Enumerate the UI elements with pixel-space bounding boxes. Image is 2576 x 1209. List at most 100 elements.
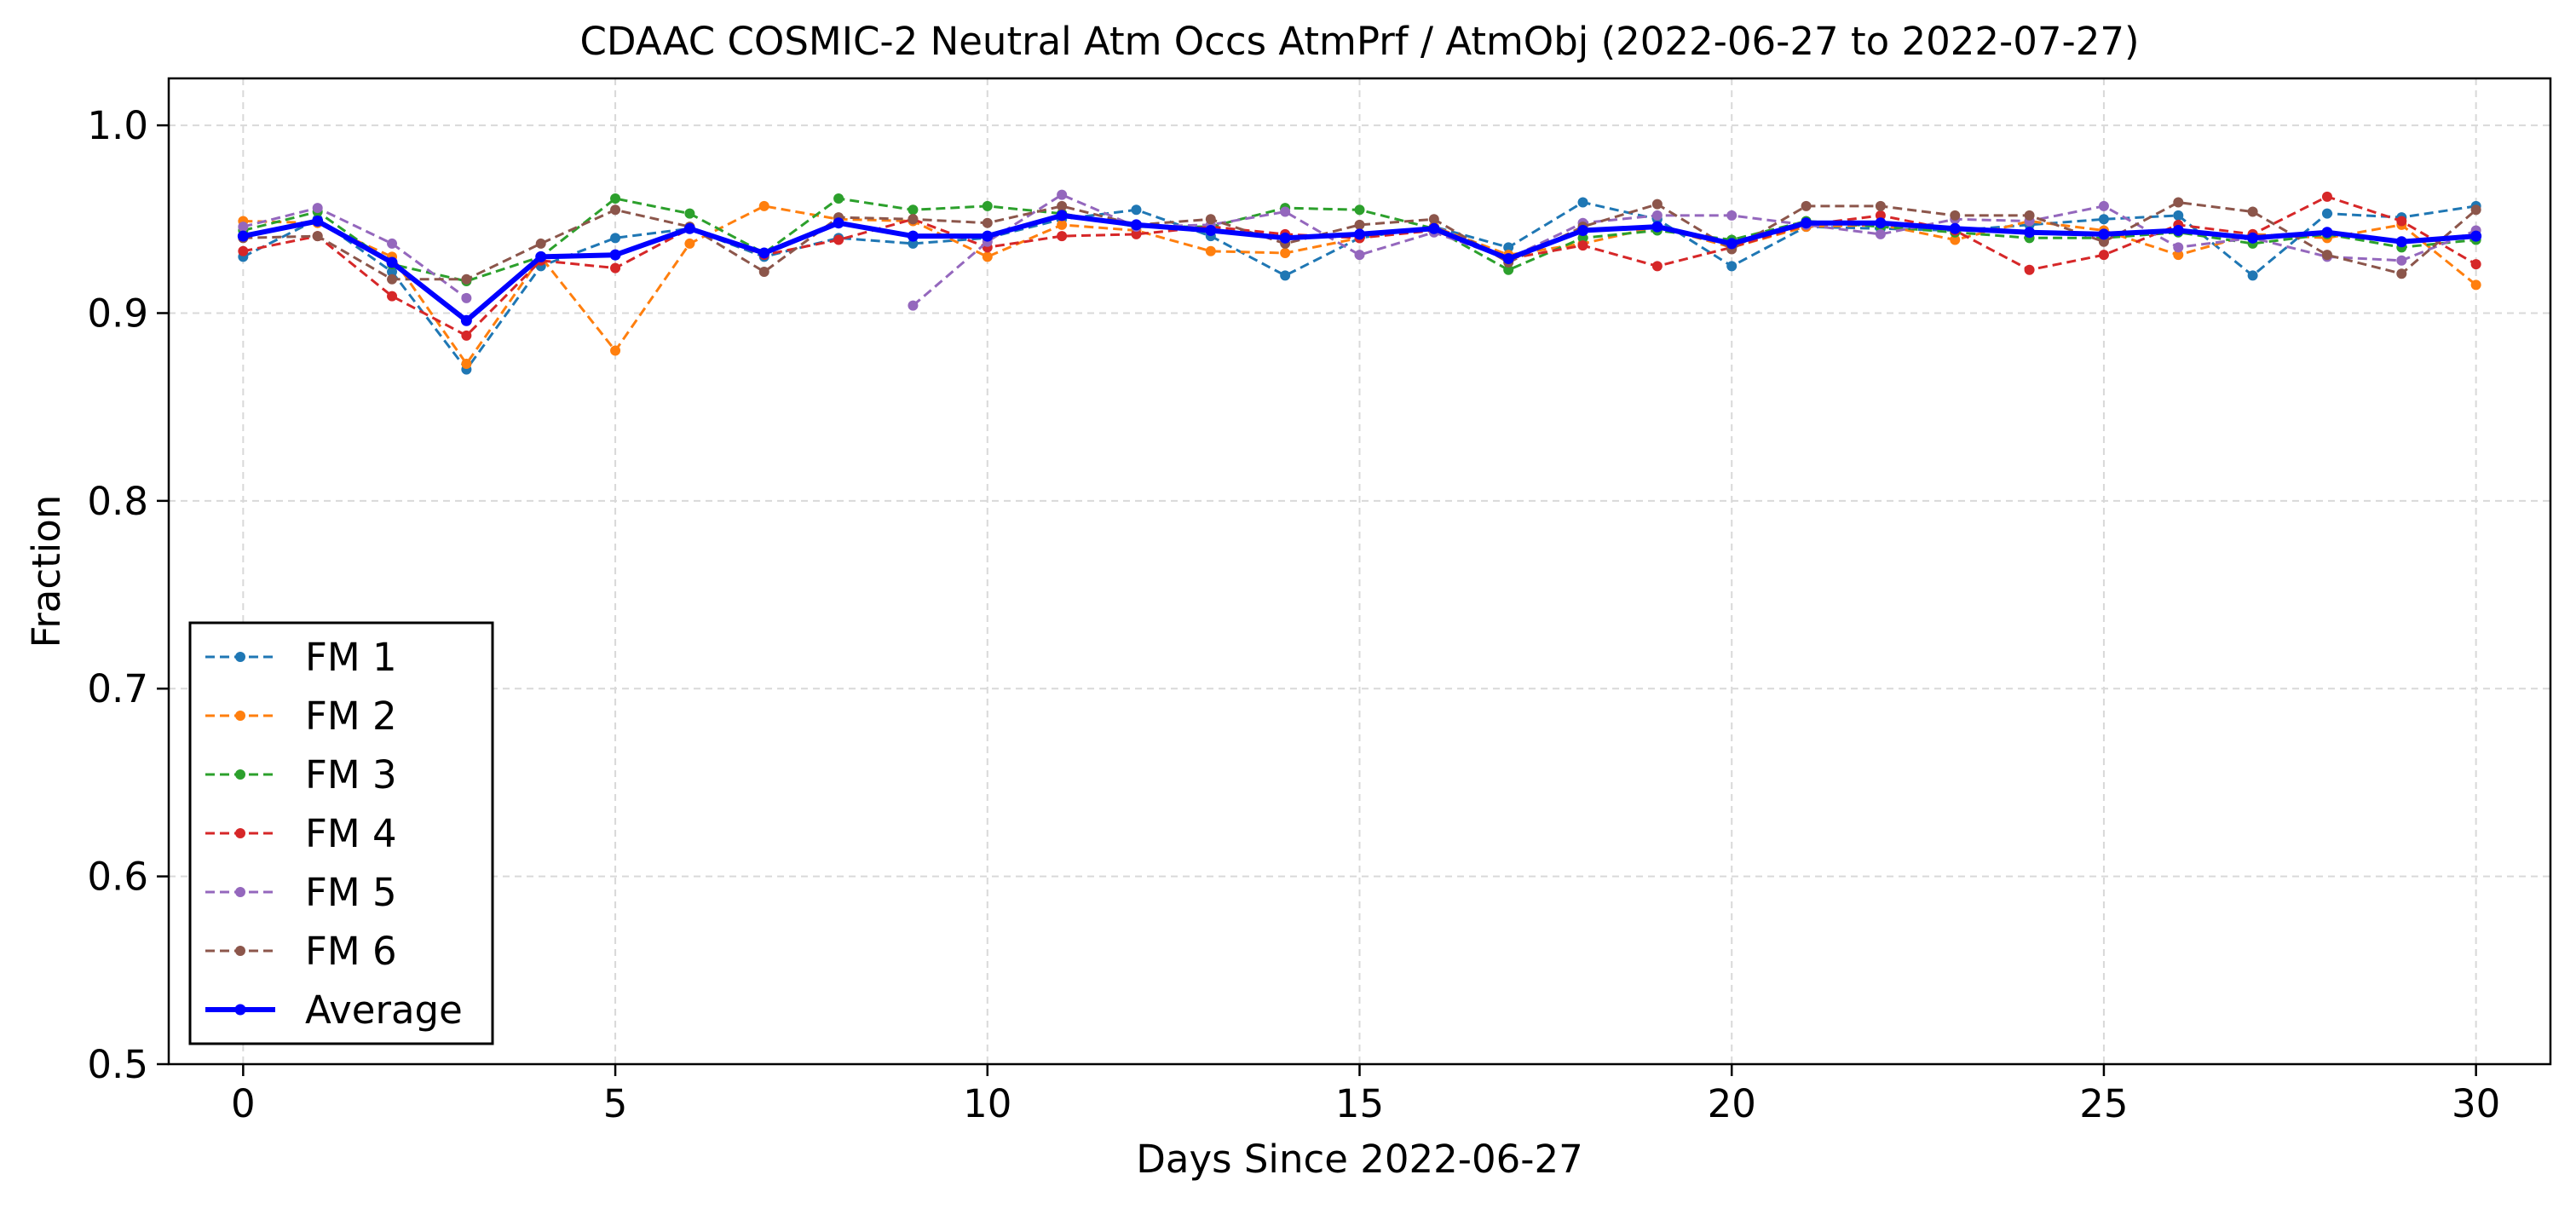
data-point [387,238,398,249]
x-tick-label: 0 [231,1081,256,1126]
data-point [1651,210,1663,221]
data-point [610,345,621,356]
data-point [2173,242,2184,253]
data-point [1577,240,1588,251]
data-point [908,300,919,311]
data-point [386,256,398,268]
legend-marker [235,887,245,897]
data-point [238,245,249,256]
data-point [2173,210,2184,221]
data-point [2321,208,2332,219]
data-point [2321,191,2332,202]
legend-label: FM 5 [305,870,397,915]
data-point [2396,268,2407,279]
data-point [2470,259,2481,270]
data-point [610,233,621,244]
data-point [1726,238,1738,250]
data-point [1801,217,1812,229]
data-point [1057,231,1068,242]
data-point [461,330,472,341]
data-point [238,222,249,233]
data-point [2098,236,2109,247]
data-point [907,230,919,242]
y-tick-label: 1.0 [87,103,148,148]
legend-marker [234,1004,246,1016]
data-point [610,193,621,204]
data-point [2321,227,2333,239]
legend-label: Average [305,987,463,1033]
data-point [684,208,695,219]
y-tick-label: 0.9 [87,291,148,336]
data-point [1502,253,1514,265]
data-point [1875,228,1886,239]
legend-label: FM 3 [305,752,397,797]
y-tick-label: 0.8 [87,479,148,524]
data-point [1130,219,1142,231]
data-point [1057,189,1068,200]
x-tick-label: 15 [1335,1081,1384,1126]
data-point [2098,250,2109,261]
series-line [242,206,468,300]
data-point [1726,261,1738,272]
y-axis-label: Fraction [24,495,69,648]
data-point [1280,206,1291,217]
data-point [1875,210,1886,221]
data-point [535,250,547,262]
y-tick-label: 0.5 [87,1042,148,1087]
x-tick-label: 30 [2452,1081,2500,1126]
x-tick-label: 20 [1708,1081,1756,1126]
data-point [2321,250,2332,261]
data-point [312,203,323,214]
data-point [1354,219,1365,230]
data-point [2470,230,2482,242]
data-point [1354,204,1365,216]
data-point [1279,232,1291,244]
series-layer [237,189,2482,375]
data-point [2173,197,2184,208]
legend-label: FM 1 [305,635,397,680]
data-point [1205,214,1216,225]
data-point [610,262,621,273]
data-point [2470,204,2481,216]
data-point [758,200,769,211]
data-point [2024,264,2035,275]
data-point [982,230,994,242]
data-point [1726,210,1738,221]
data-point [1801,200,1812,211]
data-point [387,273,398,285]
data-point [1577,225,1589,237]
data-point [1949,222,1961,234]
data-point [1057,200,1068,211]
y-tick-label: 0.6 [87,855,148,900]
data-point [2098,228,2110,240]
legend-label: FM 4 [305,811,397,856]
data-point [237,230,249,242]
data-point [460,314,472,326]
data-point [2024,210,2035,221]
data-point [387,291,398,302]
data-point [1205,245,1216,256]
data-point [2024,227,2036,239]
data-point [1503,264,1514,275]
data-point [1354,250,1365,261]
data-point [1577,233,1588,244]
data-point [609,249,621,261]
tick-layer: 0 5 10 15 20 25 30 0.5 0.6 0.7 0.8 0.9 1.0 [87,103,2500,1126]
data-point [1950,234,1961,245]
data-point [312,215,324,227]
legend-marker [235,828,245,838]
legend-marker [235,946,245,956]
legend-marker [235,769,245,780]
data-point [2396,216,2407,227]
data-point [1354,228,1365,240]
data-point [908,214,919,225]
data-point [1056,210,1068,222]
data-point [982,217,993,228]
data-point [2098,200,2109,211]
data-point [2098,214,2109,225]
data-point [2247,206,2258,217]
data-point [387,266,398,277]
data-point [2395,236,2407,248]
data-point [1651,261,1663,272]
data-point [908,238,919,249]
